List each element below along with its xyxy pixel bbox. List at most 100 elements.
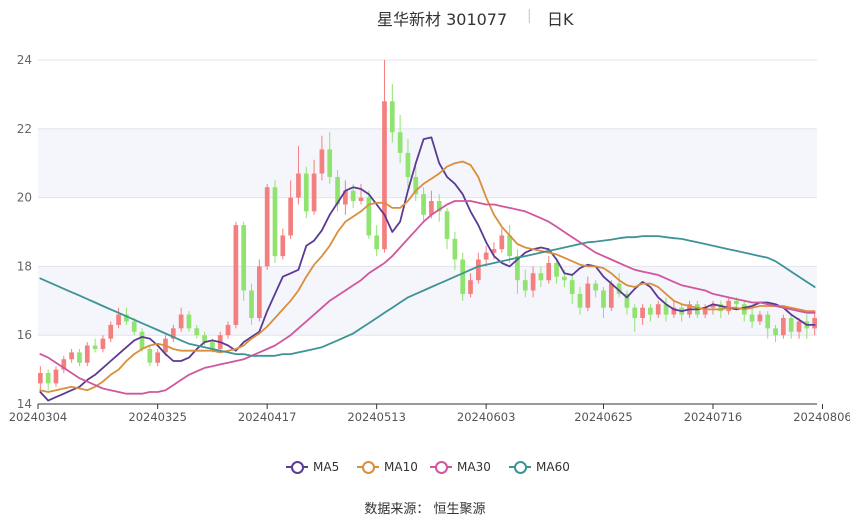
candle-body bbox=[92, 345, 98, 349]
candle-body bbox=[460, 259, 466, 294]
candle-body bbox=[749, 314, 755, 322]
candle-body bbox=[397, 132, 403, 153]
candle-body bbox=[522, 280, 528, 291]
title-separator: | bbox=[527, 8, 532, 24]
candle-body bbox=[53, 369, 59, 384]
legend-swatch-icon bbox=[509, 460, 531, 474]
candle-body bbox=[233, 225, 239, 325]
candle-body bbox=[38, 373, 43, 384]
y-axis-ticks: 14 16 18 20 22 24 bbox=[17, 53, 32, 411]
legend-label: MA5 bbox=[313, 460, 340, 474]
legend-item-ma30[interactable]: MA30 bbox=[430, 457, 491, 477]
candle-body bbox=[327, 149, 333, 177]
ma-line-ma60 bbox=[39, 235, 816, 357]
legend-label: MA10 bbox=[384, 460, 418, 474]
x-tick-label: 20240806 bbox=[793, 410, 850, 424]
candle-body bbox=[515, 256, 520, 281]
candle-body bbox=[77, 352, 82, 363]
candle-body bbox=[303, 173, 309, 212]
legend-item-ma5[interactable]: MA5 bbox=[286, 457, 339, 477]
candle-body bbox=[241, 225, 247, 291]
y-tick-label: 16 bbox=[17, 328, 32, 342]
candle-body bbox=[601, 290, 606, 308]
candle-body bbox=[530, 273, 536, 291]
moving-average-lines bbox=[39, 136, 816, 402]
x-tick-label: 20240603 bbox=[457, 410, 516, 424]
candle-body bbox=[546, 262, 552, 281]
grid-band bbox=[38, 128, 817, 198]
period-label: 日K bbox=[547, 10, 574, 29]
candle-body bbox=[202, 335, 207, 343]
candle-body bbox=[170, 328, 176, 339]
x-axis: 20240304 20240325 20240417 20240513 20240603… bbox=[9, 403, 850, 424]
candle-body bbox=[726, 300, 731, 312]
candle-body bbox=[554, 262, 559, 277]
candle-body bbox=[178, 314, 184, 329]
candle-body bbox=[69, 352, 74, 360]
candle-body bbox=[812, 318, 817, 329]
candle-body bbox=[249, 290, 254, 318]
candle-body bbox=[702, 307, 708, 315]
candle-body bbox=[108, 324, 114, 339]
candle-body bbox=[757, 314, 763, 322]
candlesticks bbox=[38, 60, 817, 391]
candle-body bbox=[585, 283, 591, 308]
grid-lines bbox=[38, 59, 817, 405]
candle-body bbox=[624, 293, 630, 308]
candle-body bbox=[499, 235, 505, 250]
candle-body bbox=[131, 321, 137, 332]
y-tick-label: 20 bbox=[17, 191, 32, 205]
candle-body bbox=[116, 314, 121, 325]
candle-body bbox=[765, 314, 771, 329]
candle-body bbox=[663, 304, 669, 315]
candle-body bbox=[671, 307, 677, 315]
legend-swatch-icon bbox=[286, 460, 308, 474]
candle-body bbox=[475, 259, 481, 281]
candle-body bbox=[382, 101, 387, 250]
candle-body bbox=[280, 235, 286, 257]
x-tick-label: 20240304 bbox=[9, 410, 68, 424]
candle-body bbox=[84, 345, 90, 363]
x-tick-label: 20240513 bbox=[347, 410, 406, 424]
candle-body bbox=[788, 318, 794, 332]
stock-title: 星华新材 301077 bbox=[377, 10, 508, 29]
candle-body bbox=[436, 201, 442, 212]
candle-body bbox=[452, 238, 458, 260]
y-tick-label: 18 bbox=[17, 259, 32, 273]
candle-body bbox=[264, 187, 270, 267]
candle-body bbox=[147, 348, 153, 363]
candle-body bbox=[773, 328, 778, 336]
legend-item-ma60[interactable]: MA60 bbox=[509, 457, 570, 477]
candle-body bbox=[374, 235, 380, 250]
legend-label: MA60 bbox=[536, 460, 570, 474]
candle-body bbox=[61, 359, 67, 370]
legend: MA5 MA10 MA30 MA60 bbox=[0, 457, 850, 477]
legend-label: MA30 bbox=[457, 460, 491, 474]
candle-body bbox=[350, 190, 356, 202]
chart-title: 星华新材 301077 | 日K bbox=[0, 6, 850, 30]
candle-body bbox=[507, 235, 512, 257]
candle-body bbox=[139, 331, 145, 349]
candle-body bbox=[577, 293, 583, 308]
candle-body bbox=[444, 211, 450, 239]
candle-body bbox=[796, 321, 802, 332]
legend-swatch-icon bbox=[430, 460, 452, 474]
x-tick-label: 20240417 bbox=[238, 410, 297, 424]
legend-swatch-icon bbox=[357, 460, 379, 474]
data-source: 数据来源： 恒生聚源 bbox=[364, 502, 486, 517]
candle-body bbox=[562, 276, 567, 281]
grid-band bbox=[38, 266, 817, 336]
legend-item-ma10[interactable]: MA10 bbox=[357, 457, 418, 477]
candle-body bbox=[124, 314, 129, 322]
candle-body bbox=[538, 273, 544, 281]
candle-body bbox=[272, 187, 278, 257]
candle-body bbox=[640, 307, 645, 318]
candle-body bbox=[311, 173, 317, 212]
y-tick-label: 24 bbox=[17, 53, 32, 67]
candle-body bbox=[343, 190, 348, 205]
candle-body bbox=[296, 173, 301, 198]
candle-body bbox=[413, 176, 419, 195]
x-tick-label: 20240716 bbox=[684, 410, 743, 424]
candle-body bbox=[421, 194, 426, 215]
